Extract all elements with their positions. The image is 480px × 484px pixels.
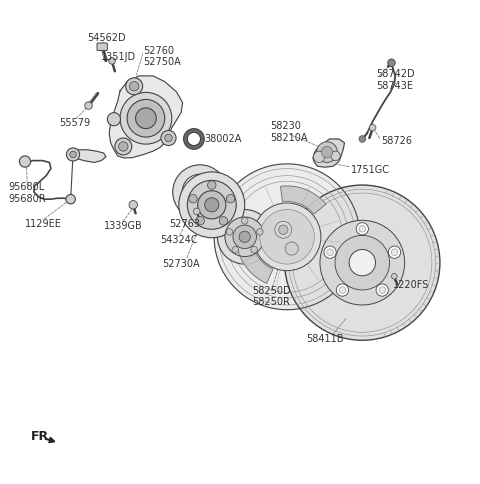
Circle shape [183, 129, 204, 150]
Text: 1751GC: 1751GC [350, 164, 390, 174]
Circle shape [165, 135, 172, 142]
Circle shape [196, 217, 204, 226]
Circle shape [260, 210, 314, 265]
Circle shape [129, 201, 137, 210]
Text: 95680L
95680R: 95680L 95680R [9, 182, 46, 203]
Circle shape [120, 93, 172, 145]
Circle shape [109, 59, 115, 65]
Circle shape [127, 100, 165, 138]
Circle shape [359, 226, 366, 233]
Circle shape [370, 125, 376, 132]
Text: 58411B: 58411B [306, 333, 343, 343]
Text: 54324C: 54324C [160, 235, 198, 244]
Circle shape [320, 221, 405, 305]
Circle shape [322, 147, 333, 158]
Circle shape [257, 229, 263, 236]
Circle shape [349, 250, 375, 276]
Circle shape [335, 236, 390, 290]
Text: 58726: 58726 [381, 136, 412, 146]
Circle shape [161, 131, 176, 146]
Circle shape [189, 195, 197, 203]
Circle shape [327, 249, 334, 256]
Circle shape [313, 152, 324, 163]
Circle shape [115, 139, 132, 156]
Circle shape [275, 222, 292, 239]
Circle shape [336, 285, 348, 297]
Text: 58250D
58250R: 58250D 58250R [252, 285, 290, 307]
Text: 58230
58210A: 58230 58210A [271, 121, 308, 142]
Text: FR.: FR. [31, 429, 54, 442]
Polygon shape [214, 165, 360, 310]
Circle shape [187, 181, 236, 230]
Circle shape [182, 175, 218, 211]
Circle shape [388, 60, 395, 67]
Polygon shape [313, 140, 345, 168]
Text: 58742D
58743E: 58742D 58743E [376, 69, 415, 91]
Circle shape [339, 287, 346, 294]
Circle shape [219, 217, 228, 226]
Circle shape [359, 136, 366, 143]
Polygon shape [237, 243, 273, 284]
Circle shape [130, 82, 139, 92]
Circle shape [204, 198, 219, 212]
Circle shape [66, 149, 80, 162]
Text: 52760
52750A: 52760 52750A [144, 46, 181, 67]
Text: 52763: 52763 [169, 218, 201, 228]
Text: 1351JD: 1351JD [101, 52, 136, 61]
Circle shape [331, 152, 340, 161]
Text: 38002A: 38002A [204, 134, 242, 144]
Circle shape [187, 133, 201, 146]
Circle shape [388, 246, 401, 259]
Circle shape [19, 156, 31, 168]
Circle shape [251, 247, 257, 254]
Polygon shape [71, 151, 106, 163]
Circle shape [232, 247, 239, 254]
Polygon shape [109, 77, 182, 158]
Circle shape [317, 142, 337, 163]
Circle shape [225, 218, 264, 257]
Circle shape [379, 287, 385, 294]
Circle shape [285, 186, 440, 341]
Circle shape [198, 191, 226, 219]
Circle shape [278, 226, 288, 235]
Circle shape [193, 209, 200, 215]
Circle shape [227, 195, 235, 203]
FancyBboxPatch shape [97, 44, 108, 51]
Circle shape [173, 166, 228, 220]
Circle shape [85, 103, 92, 110]
Circle shape [66, 195, 75, 204]
Circle shape [324, 246, 336, 259]
Circle shape [233, 226, 256, 249]
Text: 54562D: 54562D [87, 33, 126, 43]
Circle shape [135, 109, 156, 129]
Circle shape [126, 78, 143, 95]
Circle shape [179, 172, 245, 238]
Text: 52730A: 52730A [162, 258, 200, 268]
Circle shape [241, 218, 248, 225]
Circle shape [119, 142, 128, 152]
Circle shape [253, 203, 321, 271]
Text: 1220FS: 1220FS [393, 279, 429, 289]
Circle shape [239, 232, 251, 243]
Circle shape [108, 113, 120, 126]
Circle shape [217, 210, 272, 265]
Text: 55579: 55579 [59, 117, 90, 127]
Circle shape [226, 229, 233, 236]
Circle shape [285, 242, 299, 256]
Text: 1129EE: 1129EE [24, 218, 61, 228]
Polygon shape [280, 187, 326, 214]
Circle shape [391, 249, 398, 256]
Circle shape [392, 274, 397, 280]
Circle shape [207, 182, 216, 190]
Text: 1339GB: 1339GB [104, 221, 143, 230]
Circle shape [70, 152, 76, 158]
Circle shape [376, 285, 388, 297]
Circle shape [356, 223, 369, 235]
